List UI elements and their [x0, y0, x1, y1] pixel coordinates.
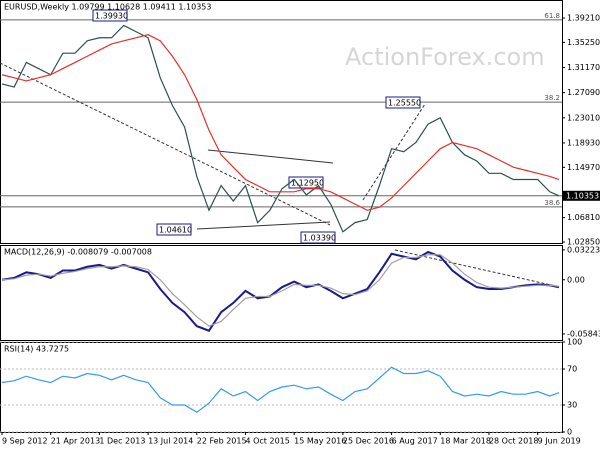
annotation-box [385, 96, 421, 109]
trend-line [362, 103, 426, 201]
current-price-box [563, 190, 600, 201]
x-tick-label: 9 Sep 2012 [2, 437, 48, 446]
series-line [1, 34, 560, 211]
y-tick-label: 1.35250 [567, 38, 600, 47]
panel-title: MACD(12,26,9) -0.008079 -0.007008 [4, 248, 152, 257]
x-tick-label: 21 Apr 2013 [51, 437, 100, 446]
triangle-line [196, 221, 331, 230]
current-price-label: 1.10353 [566, 191, 599, 200]
y-tick-label: 70 [567, 365, 577, 374]
x-tick-label: 18 Mar 2018 [440, 437, 491, 446]
y-tick-label: 1.27090 [567, 88, 600, 97]
series-line [1, 254, 560, 327]
level-label: 38.6 [544, 199, 560, 207]
y-tick-label: 0.032235 [567, 245, 600, 254]
y-tick-label: 1.31170 [567, 63, 600, 72]
annotation-box [288, 176, 324, 189]
annotation: 1.04610 [159, 226, 192, 235]
x-tick-label: 6 Aug 2017 [392, 437, 438, 446]
panel-frame [0, 245, 563, 341]
x-tick-label: 28 Oct 2018 [489, 437, 538, 446]
x-tick-label: 22 Feb 2015 [197, 437, 247, 446]
annotation: 1.12950 [291, 179, 324, 188]
y-tick-label: 1.18930 [567, 138, 600, 147]
y-tick-label: 1.39210 [567, 13, 600, 22]
x-tick-label: 13 Jul 2014 [148, 437, 193, 446]
y-tick-label: 1.23010 [567, 113, 600, 122]
panel-frame [0, 0, 563, 244]
y-tick-label: 100 [567, 338, 582, 347]
series-line [1, 366, 560, 413]
x-tick-label: 25 Dec 2016 [343, 437, 394, 446]
trend-line [0, 62, 331, 226]
macd-divergence-line [394, 249, 561, 288]
y-tick-label: 0.00 [567, 275, 585, 284]
x-tick-label: 15 May 2016 [294, 437, 346, 446]
x-tick-label: 1 Dec 2013 [99, 437, 145, 446]
annotations: 1.39930 1.25550 1.12950 1.04610 1.03390 [92, 9, 421, 244]
watermark: ActionForex.com [345, 43, 545, 71]
series-line [1, 24, 560, 233]
panel-title: RSI(14) 43.7275 [4, 345, 69, 354]
series-line [1, 250, 560, 332]
y-tick-label: 1.14970 [567, 163, 600, 172]
triangle-line [207, 149, 334, 164]
y-tick-label: 30 [567, 401, 577, 410]
annotation: 1.03390 [303, 234, 336, 243]
level-label: 38.2 [544, 94, 560, 102]
y-tick-label: -0.058434 [567, 329, 600, 338]
x-tick-label: 9 Jun 2019 [538, 437, 581, 446]
annotation-box [156, 223, 192, 236]
annotation: 1.39930 [95, 12, 128, 21]
panel-title: EURUSD,Weekly 1.09799 1.10628 1.09411 1.… [4, 3, 211, 12]
annotation-box [92, 9, 128, 22]
y-tick-label: 1.02850 [567, 238, 600, 247]
x-tick-label: 4 Oct 2015 [245, 437, 289, 446]
y-tick-label: 0 [567, 428, 572, 437]
annotation: 1.25550 [388, 99, 421, 108]
annotation-box [300, 231, 336, 244]
y-tick-label: 1.06810 [567, 213, 600, 222]
level-label: 61.8 [544, 12, 560, 20]
